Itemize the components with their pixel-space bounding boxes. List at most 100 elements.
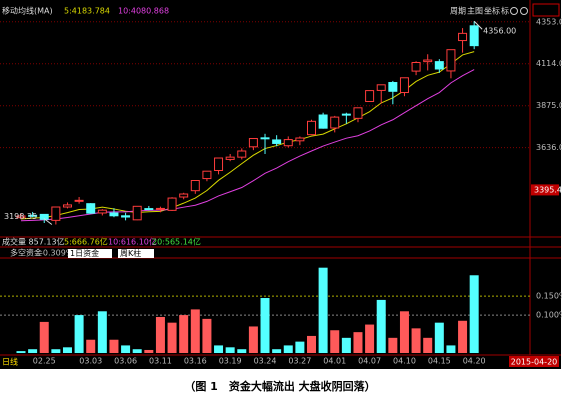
y-tick-label: 4353.0 xyxy=(536,17,562,26)
x-tick-label: 03.27 xyxy=(288,357,311,366)
bar xyxy=(272,349,282,353)
candle-body xyxy=(458,32,468,42)
bar xyxy=(307,335,316,353)
bar xyxy=(86,339,96,353)
x-tick-label: 03.16 xyxy=(184,357,207,366)
toolbar-item[interactable]: 周期 xyxy=(450,7,466,16)
candle-body xyxy=(330,116,340,129)
period-label[interactable]: 日线 xyxy=(2,357,18,367)
dropdown-text[interactable]: 周K柱 xyxy=(120,248,141,258)
indicator-title: 多空资金 xyxy=(10,248,42,258)
x-tick-label: 04.15 xyxy=(428,357,451,366)
candle-body xyxy=(446,49,456,72)
indicator-value: -0.309% xyxy=(40,249,74,258)
ma-line xyxy=(20,51,475,220)
candle-body xyxy=(214,157,224,171)
bar xyxy=(260,298,270,353)
bar xyxy=(190,309,200,353)
date-text: 2015-04-20 xyxy=(511,358,558,367)
annotation-line xyxy=(43,218,53,225)
bar xyxy=(109,339,119,353)
candle-body xyxy=(423,59,433,63)
y-tick-label: 3875.0 xyxy=(536,101,562,110)
toolbar-item[interactable]: 坐标 xyxy=(484,6,500,16)
dropdown[interactable] xyxy=(68,249,112,258)
candle-body xyxy=(399,77,409,94)
candle-body xyxy=(132,205,142,221)
candle-body xyxy=(248,138,258,148)
x-tick-label: 04.10 xyxy=(393,357,416,366)
bar xyxy=(179,315,189,353)
bar xyxy=(167,322,177,353)
bar xyxy=(458,320,468,353)
bar xyxy=(214,345,224,353)
candle-body xyxy=(295,137,305,142)
dropdown[interactable] xyxy=(118,249,154,258)
bar xyxy=(51,349,61,353)
bar xyxy=(121,345,131,353)
candle-body xyxy=(318,114,328,129)
candle-body xyxy=(225,156,235,160)
y-tick-label: 4114.0 xyxy=(536,59,562,68)
y-tick-label: 3636.0 xyxy=(536,143,562,152)
x-tick-label: 04.07 xyxy=(358,357,381,366)
candle-body xyxy=(388,82,398,92)
candle-body xyxy=(365,90,375,102)
ma-line xyxy=(20,69,475,222)
candle-body xyxy=(109,212,119,217)
y-tick-label: 0.100% xyxy=(536,311,562,320)
candle-body xyxy=(62,204,72,208)
bar xyxy=(318,267,328,353)
bar xyxy=(434,322,444,353)
volume-text: 5:666.76亿 xyxy=(64,237,108,247)
candle-body xyxy=(28,214,38,217)
candle-body xyxy=(283,139,293,147)
candle-body xyxy=(353,107,363,119)
zoom-out-icon[interactable] xyxy=(520,7,528,15)
volume-text: 20:565.14亿 xyxy=(152,237,201,247)
candle-body xyxy=(144,208,154,211)
candle-body xyxy=(190,179,200,192)
bar xyxy=(399,311,409,353)
candle-body xyxy=(121,215,131,218)
candle-body xyxy=(376,84,386,91)
period-tab[interactable] xyxy=(0,356,22,368)
candle-body xyxy=(97,209,107,214)
bar xyxy=(423,337,433,353)
candle-body xyxy=(260,137,270,140)
bar xyxy=(16,351,26,353)
cursor-label: 3395.4 xyxy=(534,185,562,194)
candle-body xyxy=(202,170,212,180)
bar xyxy=(388,337,398,353)
bar xyxy=(248,326,258,353)
bar xyxy=(341,337,351,353)
toolbar-item[interactable]: 标 xyxy=(501,6,509,16)
candle-body xyxy=(179,193,189,198)
bar xyxy=(155,316,165,353)
candle-body xyxy=(74,199,84,202)
bar xyxy=(97,311,107,353)
zoom-in-icon[interactable] xyxy=(510,7,518,15)
legend-entry: 10:4080.868 xyxy=(118,7,169,16)
high-annotation: 4356.00 xyxy=(483,27,516,36)
chart-title: 移动均线(MA) xyxy=(2,6,53,16)
candle-body xyxy=(272,139,282,144)
x-tick-label: 04.01 xyxy=(323,357,346,366)
bar xyxy=(39,321,49,353)
x-tick-label: 03.11 xyxy=(149,357,172,366)
candle-body xyxy=(51,206,61,221)
bar xyxy=(132,349,142,353)
candle-body xyxy=(434,61,444,70)
candle-body xyxy=(167,197,177,211)
bar xyxy=(376,299,386,353)
x-tick-label: 03.19 xyxy=(219,357,242,366)
close-icon[interactable] xyxy=(532,3,560,17)
bar xyxy=(225,347,235,353)
cursor-box xyxy=(531,184,559,196)
date-box xyxy=(509,356,559,367)
candle-body xyxy=(411,62,421,72)
dropdown-text[interactable]: 1日资金 xyxy=(70,248,99,258)
x-tick-label: 03.24 xyxy=(254,357,277,366)
toolbar-item[interactable]: 主图 xyxy=(467,6,483,16)
